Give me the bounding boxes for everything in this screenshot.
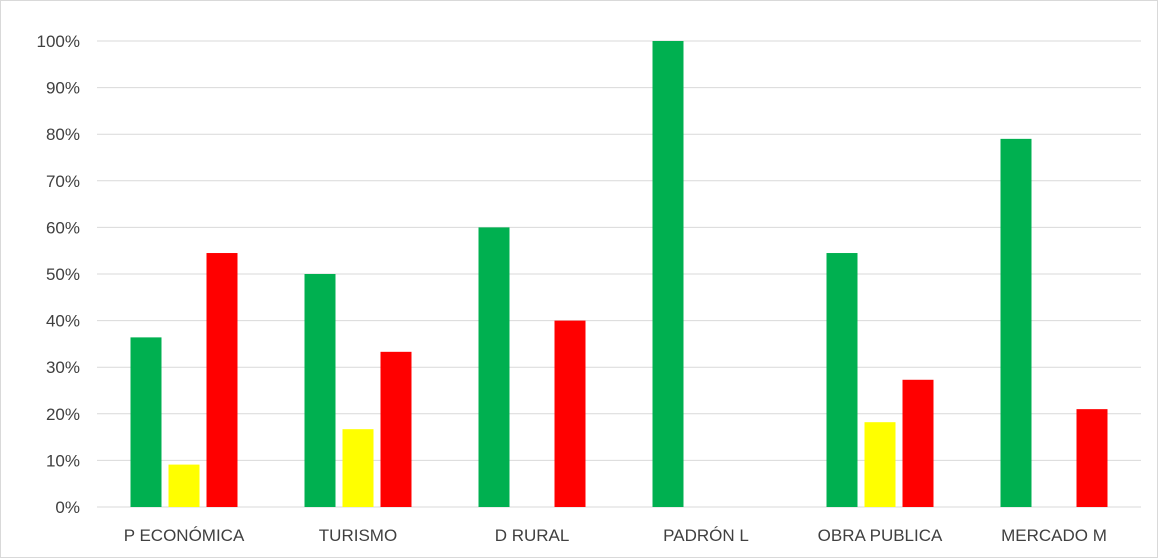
bar [342,429,374,507]
bar [554,320,586,507]
y-tick-label: 90% [46,79,80,98]
x-tick-label: D RURAL [495,526,570,545]
y-tick-label: 0% [55,498,80,517]
x-tick-label: PADRÓN L [663,526,749,545]
bar [864,422,896,507]
y-tick-label: 100% [37,32,80,51]
bar [902,379,934,507]
bar [1000,138,1032,508]
y-tick-label: 80% [46,125,80,144]
bar [130,337,162,507]
y-tick-label: 30% [46,358,80,377]
y-tick-label: 50% [46,265,80,284]
y-tick-label: 40% [46,312,80,331]
x-tick-label: TURISMO [319,526,397,545]
y-tick-label: 10% [46,451,80,470]
bar [168,464,200,507]
bar [304,274,336,507]
bar [206,253,238,507]
bars [130,41,1108,508]
y-tick-label: 20% [46,405,80,424]
x-tick-label: OBRA PUBLICA [818,526,943,545]
bar [478,227,510,507]
x-tick-label: MERCADO M [1001,526,1107,545]
y-axis-tick-labels: 0% 10% 20% 30% 40% 50% 60% 70% 80% 90% 100% [37,32,80,517]
bar [380,351,412,507]
y-tick-label: 70% [46,172,80,191]
bar [652,41,684,507]
x-tick-label: P ECONÓMICA [124,526,245,545]
y-tick-label: 60% [46,218,80,237]
bar [826,253,858,507]
gridlines [97,40,1141,508]
bar [1076,409,1108,507]
x-axis-tick-labels: P ECONÓMICA TURISMO D RURAL PADRÓN L OBRA PU… [124,526,1107,545]
